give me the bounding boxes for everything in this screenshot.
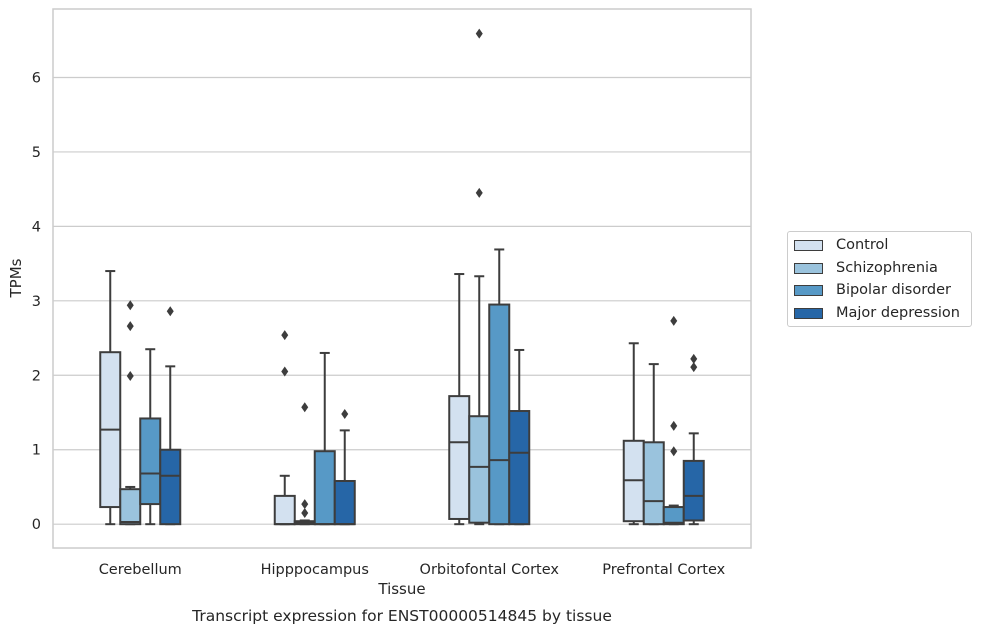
outlier-c2-s1-0: [475, 187, 483, 198]
x-tick-label-0: Cerebellum: [99, 562, 182, 578]
outlier-c1-s3-0: [341, 408, 349, 419]
y-axis-label: TPMs: [7, 258, 25, 298]
y-tick-label-0: 0: [32, 517, 41, 533]
legend-swatch-bipolar-disorder: [794, 284, 823, 296]
y-tick-label-3: 3: [32, 294, 41, 310]
outlier-c3-s2-0: [670, 446, 678, 457]
y-tick-label-5: 5: [32, 145, 41, 161]
outlier-c1-s1-0: [301, 508, 309, 519]
legend-swatch-control: [794, 239, 823, 251]
box-c3-s1: [642, 441, 665, 526]
x-tick-label-2: Orbitofontal Cortex: [420, 562, 560, 578]
outlier-c0-s1-0: [126, 371, 134, 382]
box-c0-s1: [119, 488, 142, 526]
outlier-c3-s3-0: [690, 362, 698, 373]
legend-swatch-schizophrenia: [794, 262, 823, 274]
box-c3-s2: [662, 506, 685, 526]
outlier-c1-s1-1: [301, 499, 309, 510]
legend-label-schizophrenia: Schizophrenia: [836, 260, 938, 276]
box-c0-s2: [139, 417, 162, 506]
outlier-c1-s0-1: [281, 330, 289, 341]
x-tick-label-1: Hipppocampus: [261, 562, 369, 578]
box-c3-s3: [682, 459, 705, 522]
outlier-c0-s1-2: [126, 300, 134, 311]
outlier-c3-s2-2: [670, 315, 678, 326]
box-c2-s3: [508, 410, 531, 526]
box-c0-s3: [159, 448, 182, 526]
outlier-c1-s0-0: [281, 366, 289, 377]
outlier-c0-s3-0: [166, 306, 174, 317]
legend-label-major-depression: Major depression: [836, 305, 960, 321]
box-c1-s2: [313, 450, 336, 526]
y-tick-label-2: 2: [32, 368, 41, 384]
plot-frame: [52, 8, 752, 549]
outlier-c3-s3-1: [690, 353, 698, 364]
outlier-c0-s1-1: [126, 321, 134, 332]
outlier-c1-s1-2: [301, 402, 309, 413]
y-tick-label-1: 1: [32, 443, 41, 459]
outlier-c3-s2-1: [670, 420, 678, 431]
chart-caption: Transcript expression for ENST0000051484…: [192, 607, 612, 625]
legend-item-schizophrenia: Schizophrenia: [794, 259, 938, 277]
legend-item-control: Control: [794, 236, 888, 254]
legend-item-major-depression: Major depression: [794, 304, 960, 322]
box-c1-s0: [273, 494, 296, 526]
outlier-c2-s1-1: [475, 28, 483, 39]
legend-label-bipolar-disorder: Bipolar disorder: [836, 282, 951, 298]
legend-swatch-major-depression: [794, 307, 823, 319]
y-tick-label-4: 4: [32, 219, 41, 235]
legend-label-control: Control: [836, 237, 889, 253]
y-tick-label-6: 6: [32, 70, 41, 86]
legend: Control Schizophrenia Bipolar disorder M…: [787, 231, 972, 327]
x-tick-label-3: Prefrontal Cortex: [602, 562, 725, 578]
x-axis-label: Tissue: [378, 580, 426, 598]
box-c1-s3: [333, 479, 356, 526]
legend-item-bipolar-disorder: Bipolar disorder: [794, 281, 951, 299]
box-c2-s2: [488, 303, 511, 526]
box-c2-s1: [468, 415, 491, 524]
box-c2-s0: [448, 395, 471, 520]
